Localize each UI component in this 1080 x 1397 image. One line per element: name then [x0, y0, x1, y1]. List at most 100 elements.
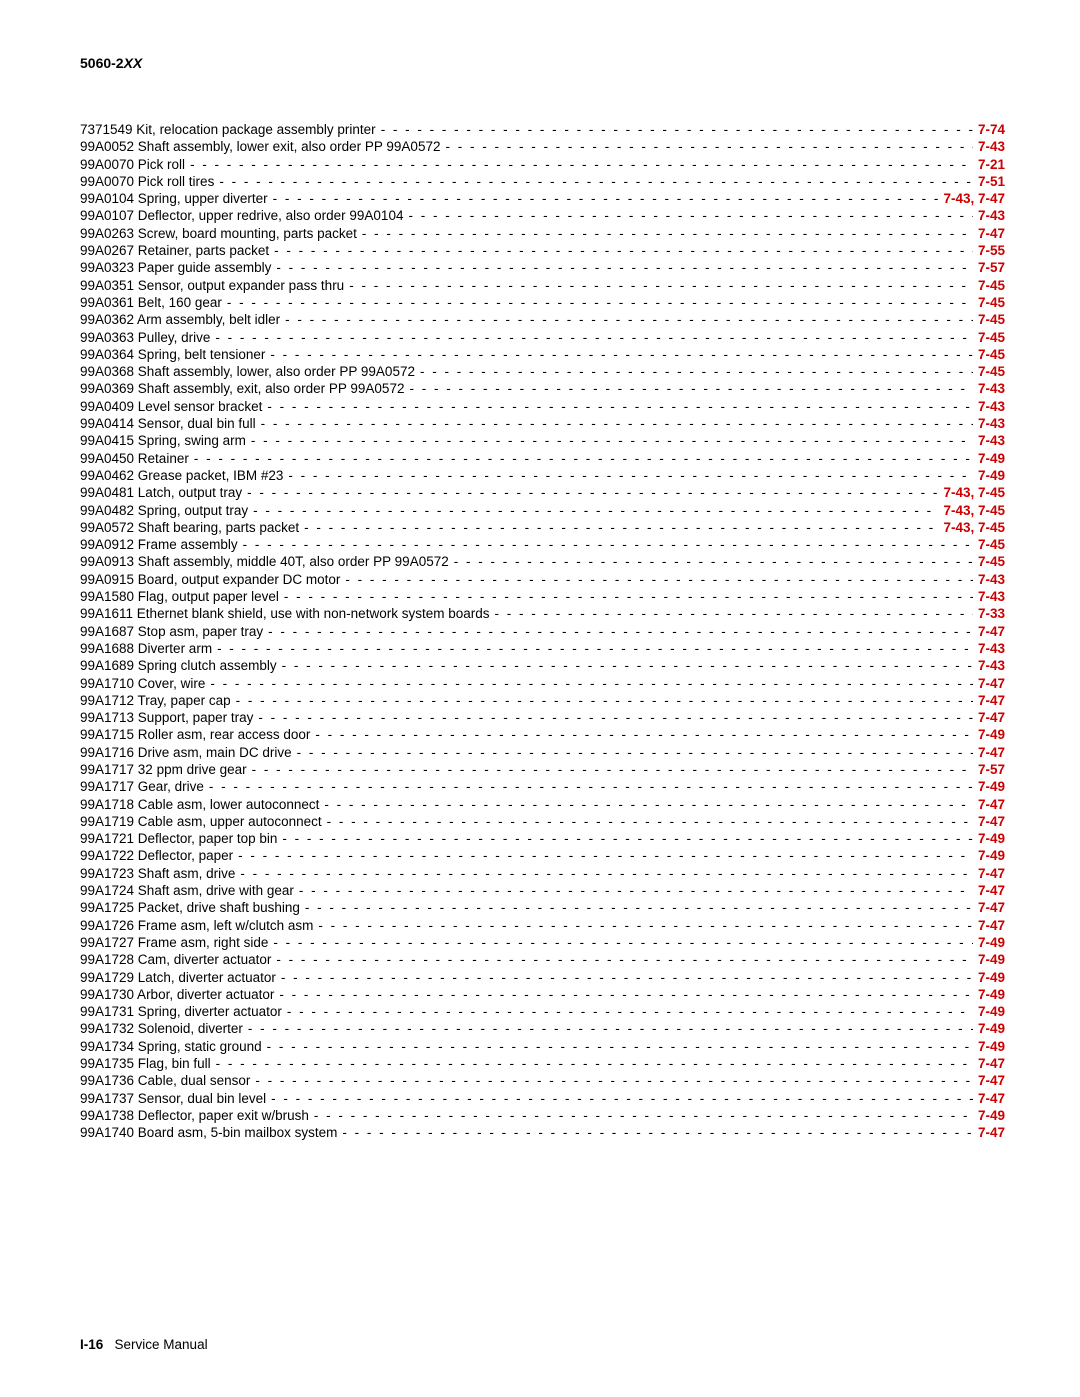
- entry-page: 7-43: [973, 588, 1005, 605]
- entry-leader: - - - - - - - - - - - - - - - - - - - - …: [349, 277, 973, 294]
- entry-leader: - - - - - - - - - - - - - - - - - - - - …: [194, 450, 973, 467]
- index-entry: 99A0362 Arm assembly, belt idler - - - -…: [80, 311, 1005, 328]
- index-entry: 99A0361 Belt, 160 gear - - - - - - - - -…: [80, 294, 1005, 311]
- entry-label: 99A1721 Deflector, paper top bin: [80, 830, 282, 847]
- footer-label: Service Manual: [115, 1337, 208, 1352]
- index-entry: 99A1724 Shaft asm, drive with gear - - -…: [80, 882, 1005, 899]
- entry-label: 99A0368 Shaft assembly, lower, also orde…: [80, 363, 420, 380]
- entry-page: 7-49: [973, 467, 1005, 484]
- entry-page: 7-33: [973, 605, 1005, 622]
- index-entry: 99A1717 Gear, drive - - - - - - - - - - …: [80, 778, 1005, 795]
- entry-leader: - - - - - - - - - - - - - - - - - - - - …: [315, 726, 973, 743]
- entry-page: 7-49: [973, 847, 1005, 864]
- entry-leader: - - - - - - - - - - - - - - - - - - - - …: [236, 692, 973, 709]
- entry-label: 99A1722 Deflector, paper: [80, 847, 238, 864]
- page-number: I-16: [80, 1337, 103, 1352]
- index-entry: 99A0323 Paper guide assembly - - - - - -…: [80, 259, 1005, 276]
- entry-page: 7-43: [973, 640, 1005, 657]
- index-entry: 99A0415 Spring, swing arm - - - - - - - …: [80, 432, 1005, 449]
- entry-label: 99A1611 Ethernet blank shield, use with …: [80, 605, 494, 622]
- entry-leader: - - - - - - - - - - - - - - - - - - - - …: [267, 398, 973, 415]
- entry-page: 7-43: [973, 207, 1005, 224]
- entry-page: 7-47: [973, 882, 1005, 899]
- index-entry: 99A0368 Shaft assembly, lower, also orde…: [80, 363, 1005, 380]
- entry-page: 7-49: [973, 951, 1005, 968]
- entry-leader: - - - - - - - - - - - - - - - - - - - - …: [285, 311, 973, 328]
- entry-label: 99A1718 Cable asm, lower autoconnect: [80, 796, 324, 813]
- index-entry: 99A1715 Roller asm, rear access door - -…: [80, 726, 1005, 743]
- entry-label: 99A0070 Pick roll tires: [80, 173, 219, 190]
- entry-page: 7-43, 7-45: [938, 484, 1005, 501]
- index-entry: 99A1727 Frame asm, right side - - - - - …: [80, 934, 1005, 951]
- entry-label: 99A0414 Sensor, dual bin full: [80, 415, 261, 432]
- entry-page: 7-47: [973, 813, 1005, 830]
- index-entry: 99A1738 Deflector, paper exit w/brush - …: [80, 1107, 1005, 1124]
- entry-leader: - - - - - - - - - - - - - - - - - - - - …: [255, 1072, 973, 1089]
- index-entry: 99A1737 Sensor, dual bin level - - - - -…: [80, 1090, 1005, 1107]
- entry-label: 99A0364 Spring, belt tensioner: [80, 346, 270, 363]
- index-entry: 99A0481 Latch, output tray - - - - - - -…: [80, 484, 1005, 501]
- entry-page: 7-49: [973, 1038, 1005, 1055]
- entry-page: 7-47: [973, 1124, 1005, 1141]
- entry-label: 99A0107 Deflector, upper redrive, also o…: [80, 207, 408, 224]
- entry-label: 99A1740 Board asm, 5-bin mailbox system: [80, 1124, 342, 1141]
- index-entry: 99A0351 Sensor, output expander pass thr…: [80, 277, 1005, 294]
- index-entry: 99A1722 Deflector, paper - - - - - - - -…: [80, 847, 1005, 864]
- entry-page: 7-49: [973, 1020, 1005, 1037]
- entry-page: 7-49: [973, 830, 1005, 847]
- entry-label: 99A1687 Stop asm, paper tray: [80, 623, 268, 640]
- entry-leader: - - - - - - - - - - - - - - - - - - - - …: [345, 571, 973, 588]
- index-entry: 99A1723 Shaft asm, drive - - - - - - - -…: [80, 865, 1005, 882]
- index-entry: 99A0572 Shaft bearing, parts packet - - …: [80, 519, 1005, 536]
- entry-leader: - - - - - - - - - - - - - - - - - - - - …: [268, 623, 973, 640]
- entry-leader: - - - - - - - - - - - - - - - - - - - - …: [227, 294, 973, 311]
- entry-leader: - - - - - - - - - - - - - - - - - - - - …: [318, 917, 973, 934]
- entry-leader: - - - - - - - - - - - - - - - - - - - - …: [454, 553, 973, 570]
- entry-label: 99A1724 Shaft asm, drive with gear: [80, 882, 299, 899]
- entry-page: 7-47: [973, 796, 1005, 813]
- entry-label: 99A1735 Flag, bin full: [80, 1055, 216, 1072]
- entry-page: 7-43: [973, 398, 1005, 415]
- entry-page: 7-47: [973, 865, 1005, 882]
- entry-label: 99A1716 Drive asm, main DC drive: [80, 744, 297, 761]
- entry-leader: - - - - - - - - - - - - - - - - - - - - …: [284, 588, 973, 605]
- entry-leader: - - - - - - - - - - - - - - - - - - - - …: [314, 1107, 973, 1124]
- entry-leader: - - - - - - - - - - - - - - - - - - - - …: [324, 796, 973, 813]
- entry-leader: - - - - - - - - - - - - - - - - - - - - …: [238, 847, 973, 864]
- entry-page: 7-45: [973, 346, 1005, 363]
- index-entry: 99A0369 Shaft assembly, exit, also order…: [80, 380, 1005, 397]
- entry-page: 7-43: [973, 432, 1005, 449]
- entry-label: 99A1719 Cable asm, upper autoconnect: [80, 813, 327, 830]
- entry-label: 99A1727 Frame asm, right side: [80, 934, 273, 951]
- entry-page: 7-43, 7-45: [938, 502, 1005, 519]
- index-entry: 99A0912 Frame assembly - - - - - - - - -…: [80, 536, 1005, 553]
- entry-page: 7-74: [973, 121, 1005, 138]
- index-entry: 99A0414 Sensor, dual bin full - - - - - …: [80, 415, 1005, 432]
- entry-leader: - - - - - - - - - - - - - - - - - - - - …: [243, 536, 973, 553]
- entry-label: 99A0351 Sensor, output expander pass thr…: [80, 277, 349, 294]
- entry-label: 99A1738 Deflector, paper exit w/brush: [80, 1107, 314, 1124]
- entry-label: 99A1723 Shaft asm, drive: [80, 865, 240, 882]
- entry-leader: - - - - - - - - - - - - - - - - - - - - …: [288, 467, 973, 484]
- entry-leader: - - - - - - - - - - - - - - - - - - - - …: [271, 1090, 973, 1107]
- index-entry: 99A1732 Solenoid, diverter - - - - - - -…: [80, 1020, 1005, 1037]
- entry-leader: - - - - - - - - - - - - - - - - - - - - …: [494, 605, 972, 622]
- entry-page: 7-45: [973, 329, 1005, 346]
- entry-page: 7-47: [973, 744, 1005, 761]
- entry-leader: - - - - - - - - - - - - - - - - - - - - …: [445, 138, 973, 155]
- entry-label: 99A1710 Cover, wire: [80, 675, 210, 692]
- entry-leader: - - - - - - - - - - - - - - - - - - - - …: [247, 484, 938, 501]
- index-entry: 99A1726 Frame asm, left w/clutch asm - -…: [80, 917, 1005, 934]
- index-entry: 99A0070 Pick roll - - - - - - - - - - - …: [80, 156, 1005, 173]
- entry-leader: - - - - - - - - - - - - - - - - - - - - …: [420, 363, 973, 380]
- entry-label: 99A0462 Grease packet, IBM #23: [80, 467, 288, 484]
- entry-leader: - - - - - - - - - - - - - - - - - - - - …: [210, 675, 973, 692]
- entry-page: 7-43: [973, 415, 1005, 432]
- entry-label: 99A0415 Spring, swing arm: [80, 432, 251, 449]
- entry-page: 7-45: [973, 277, 1005, 294]
- entry-label: 7371549 Kit, relocation package assembly…: [80, 121, 381, 138]
- index-entry: 99A1687 Stop asm, paper tray - - - - - -…: [80, 623, 1005, 640]
- entry-leader: - - - - - - - - - - - - - - - - - - - - …: [267, 1038, 973, 1055]
- entry-label: 99A1728 Cam, diverter actuator: [80, 951, 276, 968]
- entry-label: 99A1726 Frame asm, left w/clutch asm: [80, 917, 318, 934]
